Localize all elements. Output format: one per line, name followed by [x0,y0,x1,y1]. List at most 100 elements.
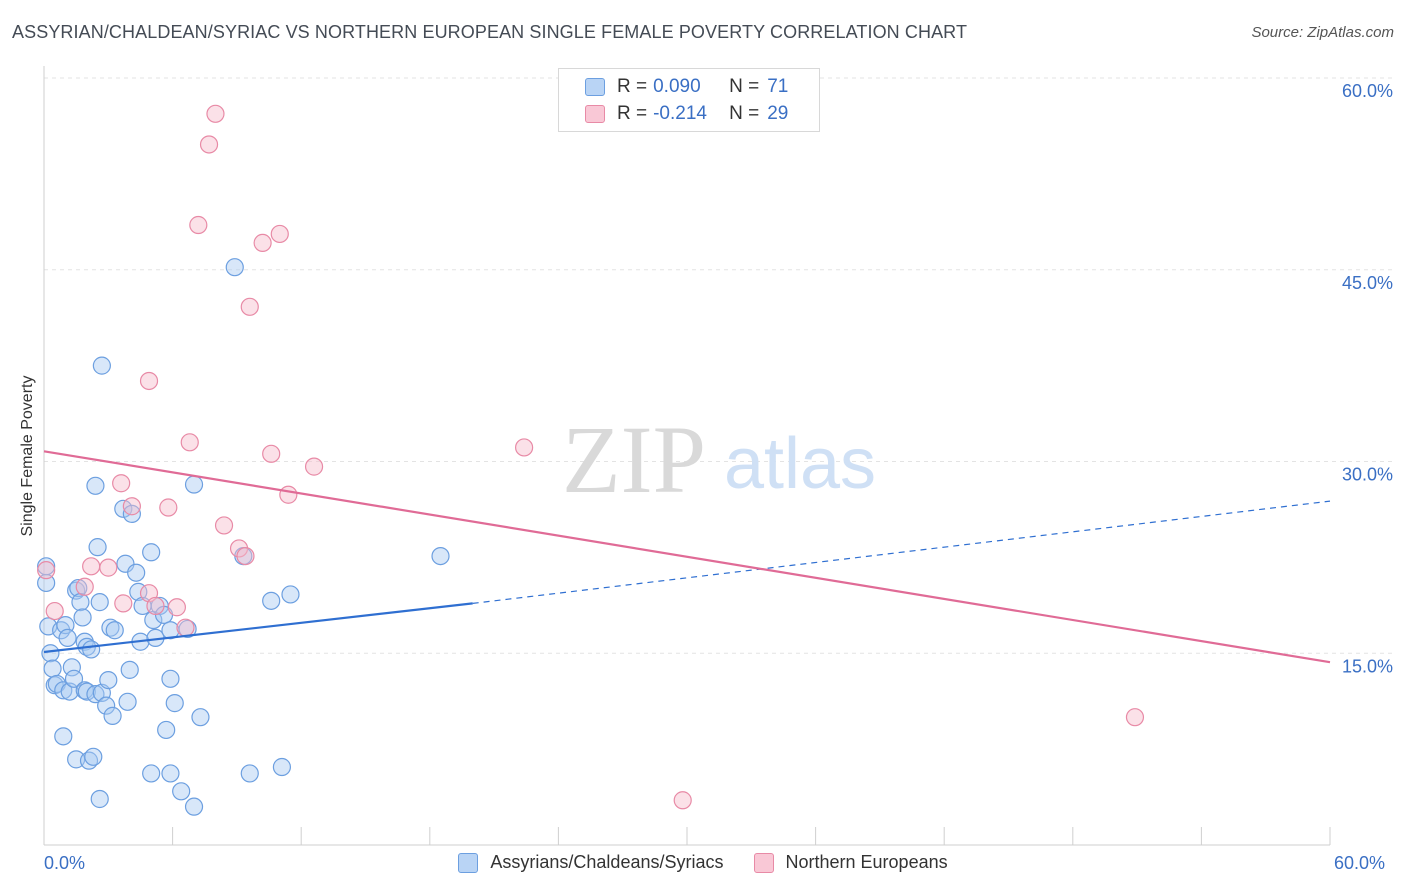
data-point-northern-europeans [279,485,298,504]
legend-r-label: R = [617,76,648,97]
data-point-assyrians [90,593,109,612]
data-point-northern-europeans [180,433,199,452]
series-assyrians-points [37,258,450,816]
legend-swatch-blue [458,852,479,873]
data-point-northern-europeans [112,474,131,493]
data-point-assyrians [43,659,62,678]
legend-n-value: 29 [767,103,789,124]
data-point-northern-europeans [253,233,272,253]
data-point-assyrians [99,670,118,690]
data-point-assyrians [97,696,116,715]
data-point-northern-europeans [82,557,101,576]
data-point-northern-europeans [99,558,118,577]
data-point-northern-europeans [214,516,234,535]
tick-labels: 15.0% 30.0% 45.0% 60.0% [1342,81,1393,676]
data-point-assyrians [90,789,109,809]
data-point-assyrians [157,720,176,740]
data-point-assyrians [82,640,101,659]
legend-row-blue: R = 0.090 N = 71 [585,74,788,100]
legend-label-northern-europeans: Northern Europeans [785,852,948,872]
legend-n-value: 71 [767,76,789,97]
data-point-northern-europeans [159,498,178,517]
data-point-assyrians [41,644,60,663]
data-point-assyrians [172,782,191,801]
data-point-northern-europeans [45,601,64,621]
data-point-assyrians [122,504,141,524]
data-point-northern-europeans [206,104,225,123]
data-point-northern-europeans [167,598,186,617]
axes [43,66,1331,846]
data-point-northern-europeans [139,371,159,391]
data-point-northern-europeans [236,546,255,566]
data-point-assyrians [58,628,77,648]
legend-r-label: R = [617,103,648,124]
legend-swatch-pink [585,105,605,123]
data-point-assyrians [37,557,56,576]
trend-line-northern-europeans [43,450,1331,664]
data-point-assyrians [88,538,107,557]
data-point-northern-europeans [146,596,165,616]
series-legend: Assyrians/Chaldeans/Syriacs Northern Eur… [0,852,1406,873]
trend-line-assyrians-extension [472,500,1331,604]
data-point-assyrians [103,706,122,725]
data-point-assyrians [54,681,73,700]
y-tick-label: 60.0% [1342,81,1393,101]
data-point-assyrians [69,578,88,598]
data-point-northern-europeans [199,135,219,154]
legend-item-northern-europeans: Northern Europeans [753,852,948,873]
data-point-assyrians [92,356,111,375]
data-point-northern-europeans [262,444,281,463]
data-point-northern-europeans [1125,708,1145,727]
data-point-assyrians [64,669,84,688]
trend-line-assyrians [43,602,473,654]
data-point-assyrians [73,608,92,627]
y-tick-label: 45.0% [1342,273,1393,293]
data-point-assyrians [105,621,124,640]
legend-row-pink: R = -0.214 N = 29 [585,101,788,127]
legend-swatch-pink [753,852,774,873]
data-point-assyrians [127,563,146,582]
data-point-assyrians [62,658,81,677]
legend-r-value: 0.090 [653,76,701,97]
source-label: Source: ZipAtlas.com [1251,24,1394,41]
legend-n-label: N = [729,103,760,124]
y-tick-label: 30.0% [1342,465,1393,485]
legend-r-value: -0.214 [653,103,707,124]
data-point-assyrians [240,764,259,783]
chart-title: ASSYRIAN/CHALDEAN/SYRIAC VS NORTHERN EUR… [12,22,968,42]
data-point-assyrians [84,747,103,766]
x-tick-label-max: 60.0% [1334,853,1386,873]
data-point-assyrians [161,764,180,783]
data-point-assyrians [225,258,244,277]
data-point-assyrians [184,797,204,816]
data-point-northern-europeans [75,577,94,596]
data-point-assyrians [86,685,105,704]
data-point-assyrians [142,543,161,562]
legend-label-assyrians: Assyrians/Chaldeans/Syriacs [490,852,724,872]
x-tick-label-min: 0.0% [44,853,86,873]
trend-lines [43,450,1331,664]
data-point-assyrians [118,692,137,711]
data-point-assyrians [262,591,281,610]
data-point-assyrians [142,764,161,783]
data-point-assyrians [67,581,86,600]
y-tick-label: 15.0% [1342,656,1393,676]
data-point-northern-europeans [515,438,534,457]
legend-item-assyrians: Assyrians/Chaldeans/Syriacs [458,852,724,873]
data-point-northern-europeans [37,561,56,580]
data-point-northern-europeans [122,497,141,516]
data-point-northern-europeans [673,791,692,810]
legend-n-label: N = [729,76,760,97]
data-point-northern-europeans [176,618,195,637]
series-northern-europeans-points [37,104,1145,810]
grid-lines [44,77,1394,654]
legend-swatch-blue [585,78,605,96]
watermark-atlas: atlas [724,424,876,504]
data-point-assyrians [161,669,180,688]
data-point-northern-europeans [304,457,324,476]
data-point-assyrians [184,475,204,494]
data-point-assyrians [281,585,300,604]
data-point-assyrians [120,660,139,679]
data-point-northern-europeans [114,594,133,613]
